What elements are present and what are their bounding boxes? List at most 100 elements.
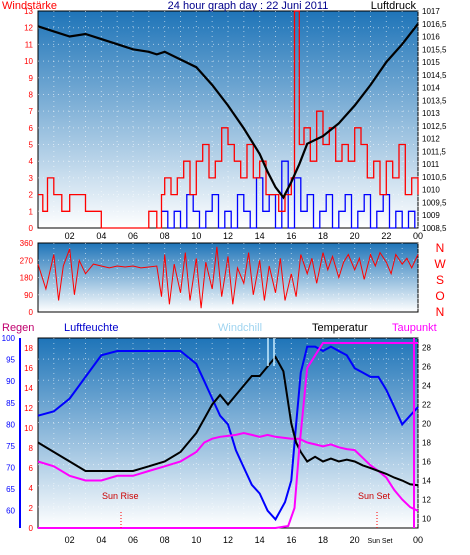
pressure-axis-tick: 1016 [422,33,440,42]
humidity-axis-title: Luftfeuchte [64,322,118,334]
time-tick-label: 22 [381,231,391,241]
time-tick-label: 06 [128,231,138,241]
temperature-axis-title: Temperatur [312,322,368,334]
temperature-axis-tick: 24 [422,382,431,391]
humidity-line [37,345,419,522]
temperature-axis-tick: 10 [422,515,431,524]
rain-axis-tick: 18 [24,344,33,353]
humidity-axis-tick: 95 [6,356,15,365]
wind-axis-tick: 9 [29,74,34,83]
time-tick-label: 14 [255,231,265,241]
wind-speed-line [38,10,419,229]
time-tick-label: 10 [191,535,201,545]
temperature-axis-tick: 22 [422,401,431,410]
time-tick-label: 18 [318,231,328,241]
direction-axis-tick: 180 [20,274,34,283]
time-tick-label: 20 [350,535,360,545]
pressure-axis-tick: 1014,5 [422,71,447,80]
humidity-axis-tick: 70 [6,464,15,473]
pressure-axis-tick: 1016,5 [422,20,447,29]
rain-line [38,342,418,529]
pressure-axis-tick: 1010 [422,186,440,195]
humidity-axis-tick: 75 [6,442,15,451]
wind-axis-tick: 7 [29,107,34,116]
time-tick-label: 14 [255,535,265,545]
rain-axis-tick: 0 [29,524,34,533]
humidity-axis-tick: 85 [6,399,15,408]
time-tick-label: 08 [160,231,170,241]
wind-axis-tick: 8 [29,90,34,99]
wind-gust-line [161,160,416,229]
compass-axis-tick: O [435,289,444,303]
temperature-line [37,355,419,487]
wind-axis-tick: 3 [29,174,34,183]
wind-axis-tick: 4 [29,157,34,166]
wind-axis-tick: 2 [29,191,34,200]
direction-axis-tick: 90 [24,291,33,300]
pressure-axis-tick: 1017 [422,7,440,16]
pressure-axis-tick: 1015 [422,58,440,67]
humidity-axis-tick: 90 [6,377,15,386]
temperature-axis-tick: 14 [422,477,431,486]
temperature-axis-tick: 12 [422,496,431,505]
rain-axis-tick: 10 [24,424,33,433]
time-tick-label: 02 [65,231,75,241]
time-tick-label: 16 [286,231,296,241]
time-tick-label: 08 [160,535,170,545]
time-tick-label: 00 [413,231,423,241]
time-tick-label: 04 [96,231,106,241]
pressure-axis-tick: 1009,5 [422,198,447,207]
time-tick-label: 18 [318,535,328,545]
pressure-axis-title: Luftdruck [371,0,417,12]
rain-axis-tick: 4 [29,484,34,493]
wind-direction-line [37,246,419,309]
pressure-axis-tick: 1012 [422,135,440,144]
rain-axis-tick: 16 [24,364,33,373]
time-tick-label: 00 [413,535,423,545]
direction-axis-tick: 270 [20,256,34,265]
wind-axis-title: Windstärke [2,0,57,12]
wind-axis-tick: 6 [29,124,34,133]
windchill-axis-title: Windchill [218,322,262,334]
humidity-axis-tick: 60 [6,507,15,516]
rain-axis-title: Regen [2,322,34,334]
pressure-axis-tick: 1015,5 [422,45,447,54]
sunset-label: Sun Set [358,491,391,501]
pressure-axis-tick: 1009 [422,211,440,220]
time-tick-label: 12 [223,535,233,545]
sunrise-label: Sun Rise [102,491,139,501]
time-tick-label: 16 [286,535,296,545]
rain-axis-tick: 6 [29,464,34,473]
wind-axis-tick: 13 [24,7,33,16]
time-tick-label: 02 [65,535,75,545]
temperature-axis-tick: 16 [422,458,431,467]
chart-title: 24 hour graph day : 22 Juni 2011 [168,0,329,12]
humidity-axis-tick: 80 [6,420,15,429]
time-tick-label: 12 [223,231,233,241]
pressure-axis-tick: 1011 [422,160,440,169]
temperature-axis-tick: 26 [422,363,431,372]
pressure-axis-tick: 1008,5 [422,224,447,233]
humidity-axis-tick: 65 [6,485,15,494]
wind-pressure-panel [37,10,419,229]
wind-axis-tick: 1 [29,207,34,216]
wind-axis-tick: 0 [29,224,34,233]
pressure-axis-tick: 1012,5 [422,122,447,131]
time-tick-label: 10 [191,231,201,241]
rain-axis-tick: 2 [29,504,34,513]
dewpoint-line [37,431,419,512]
compass-axis-tick: N [436,305,445,319]
rain-axis-tick: 8 [29,444,34,453]
humidity-axis-tick: 100 [2,334,16,343]
compass-axis-tick: S [436,273,444,287]
direction-axis-tick: 360 [20,239,34,248]
wind-axis-tick: 5 [29,141,34,150]
wind-axis-tick: 12 [24,24,33,33]
compass-axis-tick: W [434,257,446,271]
temperature-axis-tick: 28 [422,344,431,353]
sunset-time-label: Sun Set [368,538,393,545]
pressure-line [37,23,419,200]
time-tick-label: 20 [350,231,360,241]
pressure-axis-tick: 1013 [422,109,440,118]
